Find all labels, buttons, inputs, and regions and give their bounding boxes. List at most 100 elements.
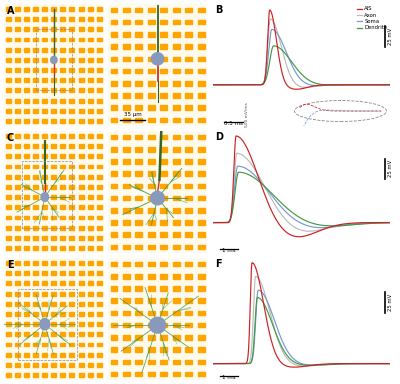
Bar bbox=[110, 32, 117, 37]
Bar bbox=[110, 105, 117, 110]
Bar bbox=[185, 171, 192, 176]
Bar bbox=[6, 373, 11, 377]
Text: 25 mV: 25 mV bbox=[388, 294, 393, 311]
Bar bbox=[24, 271, 29, 275]
Bar bbox=[148, 118, 155, 122]
Bar bbox=[15, 312, 20, 316]
Bar bbox=[148, 372, 155, 376]
Bar bbox=[15, 154, 20, 158]
Bar bbox=[15, 99, 20, 103]
Bar bbox=[15, 134, 20, 138]
Bar bbox=[198, 32, 205, 37]
Bar bbox=[110, 118, 117, 122]
Bar bbox=[185, 347, 192, 352]
Bar bbox=[123, 135, 130, 139]
Bar bbox=[173, 232, 180, 237]
Bar bbox=[15, 58, 20, 62]
Bar bbox=[173, 171, 180, 176]
Bar bbox=[33, 333, 38, 336]
Bar bbox=[88, 185, 93, 189]
Bar bbox=[198, 286, 205, 291]
Bar bbox=[110, 208, 117, 213]
Bar bbox=[88, 312, 93, 316]
Bar bbox=[42, 322, 47, 326]
Bar bbox=[136, 298, 142, 303]
Bar bbox=[97, 226, 102, 230]
Bar bbox=[6, 281, 11, 285]
Bar bbox=[136, 208, 142, 213]
Bar bbox=[24, 7, 29, 11]
Bar bbox=[60, 373, 66, 377]
Bar bbox=[15, 144, 20, 148]
Bar bbox=[148, 147, 155, 152]
Circle shape bbox=[40, 319, 50, 330]
Bar bbox=[110, 44, 117, 49]
Bar bbox=[148, 32, 155, 37]
Bar bbox=[70, 7, 74, 11]
Bar bbox=[33, 226, 38, 230]
Bar bbox=[51, 302, 56, 306]
Bar bbox=[198, 347, 205, 352]
Bar bbox=[110, 147, 117, 152]
Bar bbox=[78, 109, 84, 113]
Bar bbox=[148, 105, 155, 110]
Bar bbox=[78, 58, 84, 62]
Bar bbox=[185, 184, 192, 188]
Bar bbox=[51, 175, 56, 179]
Bar bbox=[78, 119, 84, 123]
Bar bbox=[198, 69, 205, 73]
Bar bbox=[136, 245, 142, 249]
Bar bbox=[160, 372, 167, 376]
Bar bbox=[110, 359, 117, 364]
Bar bbox=[15, 7, 20, 11]
Bar bbox=[173, 32, 180, 37]
Bar bbox=[88, 58, 93, 62]
Bar bbox=[198, 56, 205, 61]
Bar bbox=[160, 32, 167, 37]
Bar bbox=[198, 208, 205, 213]
Bar bbox=[24, 175, 29, 179]
Bar bbox=[160, 69, 167, 73]
Bar bbox=[88, 99, 93, 103]
Bar bbox=[24, 154, 29, 158]
Bar bbox=[24, 17, 29, 21]
Bar bbox=[78, 281, 84, 285]
Bar bbox=[78, 134, 84, 138]
Bar bbox=[33, 261, 38, 265]
Bar bbox=[51, 109, 56, 113]
Bar bbox=[51, 281, 56, 285]
Bar bbox=[160, 8, 167, 12]
Bar bbox=[33, 343, 38, 346]
Bar bbox=[33, 78, 38, 82]
Bar bbox=[60, 7, 66, 11]
Bar bbox=[78, 78, 84, 82]
Bar bbox=[136, 69, 142, 73]
Text: 35 μm: 35 μm bbox=[124, 112, 142, 117]
Bar bbox=[97, 343, 102, 346]
Bar bbox=[42, 134, 47, 138]
Bar bbox=[78, 363, 84, 367]
Bar bbox=[97, 88, 102, 92]
Bar bbox=[88, 38, 93, 41]
Bar bbox=[42, 292, 47, 296]
Bar bbox=[15, 246, 20, 250]
Bar bbox=[70, 78, 74, 82]
Bar bbox=[51, 261, 56, 265]
Bar bbox=[110, 274, 117, 279]
Bar bbox=[160, 245, 167, 249]
Bar bbox=[123, 20, 130, 25]
Bar bbox=[24, 363, 29, 367]
Circle shape bbox=[41, 193, 48, 201]
Bar bbox=[123, 208, 130, 213]
Bar bbox=[185, 118, 192, 122]
Bar bbox=[51, 333, 56, 336]
Bar bbox=[51, 322, 56, 326]
Bar bbox=[24, 119, 29, 123]
Bar bbox=[88, 333, 93, 336]
Circle shape bbox=[151, 53, 164, 65]
Bar bbox=[6, 154, 11, 158]
Bar bbox=[70, 322, 74, 326]
Bar bbox=[51, 195, 56, 199]
Text: F: F bbox=[215, 259, 222, 269]
Circle shape bbox=[151, 191, 164, 205]
